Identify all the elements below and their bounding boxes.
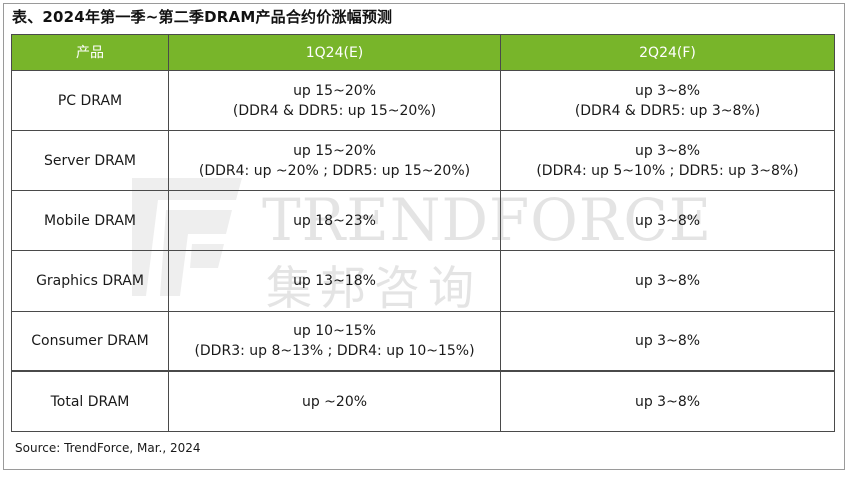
q2-line: up 3~8% [634, 332, 701, 349]
q2-line: up 3~8% [634, 212, 701, 229]
q2-cell: up 3~8% (DDR4 & DDR5: up 3~8%) [500, 69, 835, 132]
q2-cell: up 3~8% [500, 310, 835, 372]
q1-cell: up 15~20% (DDR4 & DDR5: up 15~20%) [168, 69, 501, 132]
q1-detail-line: (DDR4 & DDR5: up 15~20%) [232, 102, 437, 119]
table-row: PC DRAM up 15~20% (DDR4 & DDR5: up 15~20… [11, 69, 835, 132]
q2-cell: up 3~8% [500, 370, 835, 433]
table-row: Server DRAM up 15~20% (DDR4: up ~20% ; D… [11, 130, 835, 192]
product-cell: Mobile DRAM [11, 190, 169, 252]
source-note: Source: TrendForce, Mar., 2024 [15, 441, 201, 455]
q2-detail-line: (DDR4: up 5~10% ; DDR5: up 3~8%) [536, 162, 799, 179]
q2-cell: up 3~8% [500, 250, 835, 312]
header-2q24: 2Q24(F) [500, 34, 835, 71]
q1-line: up 10~15% [293, 322, 376, 339]
q2-line: up 3~8% [634, 273, 701, 290]
q2-cell: up 3~8% (DDR4: up 5~10% ; DDR5: up 3~8%) [500, 130, 835, 192]
q1-cell: up 13~18% [168, 250, 501, 312]
q1-cell: up 15~20% (DDR4: up ~20% ; DDR5: up 15~2… [168, 130, 501, 192]
q2-line: up 3~8% [634, 82, 701, 99]
q1-line: up 18~23% [293, 212, 376, 229]
product-cell: PC DRAM [11, 69, 169, 132]
header-1q24: 1Q24(E) [168, 34, 501, 71]
table-row: Mobile DRAM up 18~23% up 3~8% [11, 190, 835, 252]
q1-detail-line: (DDR4: up ~20% ; DDR5: up 15~20%) [198, 162, 471, 179]
q1-detail-line: (DDR3: up 8~13% ; DDR4: up 10~15%) [194, 342, 475, 359]
product-cell: Consumer DRAM [11, 310, 169, 372]
table-title: 表、2024年第一季~第二季DRAM产品合约价涨幅预测 [12, 8, 393, 26]
q2-detail-line: (DDR4 & DDR5: up 3~8%) [574, 102, 761, 119]
q1-cell: up 10~15% (DDR3: up 8~13% ; DDR4: up 10~… [168, 310, 501, 372]
table-row-total: Total DRAM up ~20% up 3~8% [11, 370, 835, 433]
header-product: 产品 [11, 34, 169, 71]
table-row: Consumer DRAM up 10~15% (DDR3: up 8~13% … [11, 310, 835, 372]
q1-cell: up 18~23% [168, 190, 501, 252]
q1-line: up ~20% [301, 393, 368, 410]
q1-line: up 15~20% [293, 82, 376, 99]
header-row: 产品 1Q24(E) 2Q24(F) [11, 34, 835, 71]
q1-line: up 13~18% [293, 273, 376, 290]
q1-line: up 15~20% [293, 142, 376, 159]
product-cell: Total DRAM [11, 370, 169, 433]
price-forecast-table: 产品 1Q24(E) 2Q24(F) PC DRAM up 15~20% (DD… [11, 34, 835, 433]
product-cell: Graphics DRAM [11, 250, 169, 312]
q2-line: up 3~8% [634, 393, 701, 410]
q2-cell: up 3~8% [500, 190, 835, 252]
q1-cell: up ~20% [168, 370, 501, 433]
q2-line: up 3~8% [634, 142, 701, 159]
product-cell: Server DRAM [11, 130, 169, 192]
table-row: Graphics DRAM up 13~18% up 3~8% [11, 250, 835, 312]
